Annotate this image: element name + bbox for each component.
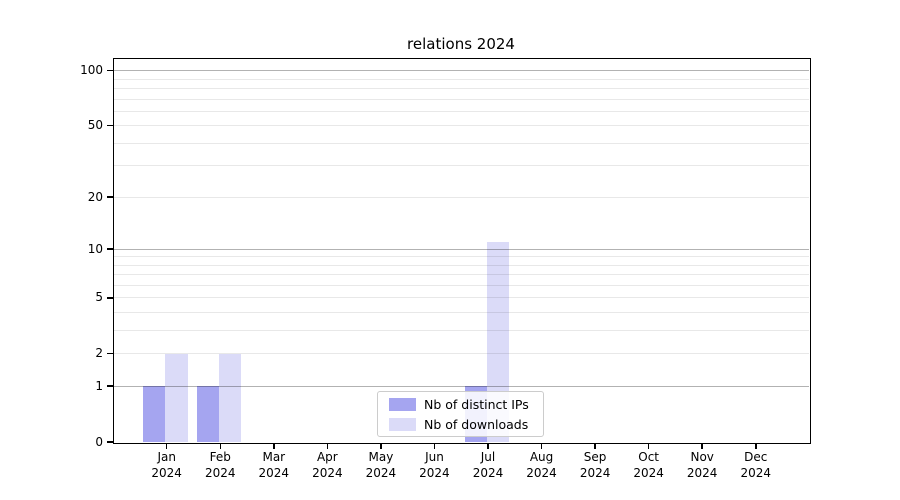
- legend-item-distinct-ips: Nb of distinct IPs: [389, 396, 543, 412]
- gridline-major: [114, 70, 809, 72]
- x-tick-label: Feb 2024: [204, 450, 236, 480]
- gridline-minor: [114, 329, 809, 331]
- chart-title: relations 2024: [407, 35, 515, 53]
- gridline-minor: [114, 264, 809, 266]
- bar-downloads: [218, 353, 242, 442]
- x-tick-label: Apr 2024: [312, 450, 343, 480]
- gridline-minor: [114, 110, 809, 112]
- x-tick-mark: [540, 443, 543, 449]
- x-tick-label: Sep 2024: [579, 450, 611, 480]
- y-tick-label: 100: [80, 63, 103, 78]
- gridline-minor: [114, 196, 809, 198]
- legend-swatch-downloads-icon: [389, 417, 416, 431]
- x-tick-mark: [487, 443, 489, 449]
- x-tick-label: Oct 2024: [633, 450, 664, 480]
- x-tick-mark: [165, 443, 168, 449]
- gridline-minor: [114, 284, 809, 286]
- x-tick-mark: [219, 443, 221, 449]
- y-tick-mark: [107, 441, 113, 443]
- legend-label-downloads: Nb of downloads: [424, 416, 529, 432]
- y-tick-label: 2: [95, 346, 103, 361]
- bar-distinct-ips: [196, 386, 219, 442]
- gridline-major: [114, 385, 809, 387]
- x-tick-label: Jul 2024: [472, 450, 504, 480]
- x-tick-mark: [326, 443, 329, 449]
- x-tick-label: Nov 2024: [686, 450, 718, 480]
- x-tick-mark: [755, 443, 757, 449]
- legend-label-distinct-ips: Nb of distinct IPs: [424, 396, 529, 412]
- x-tick-mark: [701, 443, 703, 449]
- y-tick-label: 1: [95, 378, 103, 393]
- y-tick-mark: [107, 385, 113, 387]
- y-tick-mark: [107, 352, 113, 355]
- gridline-minor: [114, 125, 809, 127]
- gridline-minor: [114, 312, 809, 314]
- y-tick-label: 50: [87, 118, 103, 133]
- x-tick-mark: [380, 443, 382, 449]
- x-tick-mark: [273, 443, 275, 449]
- x-tick-label: Dec 2024: [740, 450, 772, 480]
- gridline-minor: [114, 142, 809, 144]
- x-tick-label: Aug 2024: [526, 450, 557, 480]
- y-tick-mark: [107, 196, 113, 198]
- gridline-minor: [114, 274, 809, 276]
- y-tick-label: 5: [95, 290, 103, 305]
- y-tick-mark: [107, 124, 113, 127]
- gridline-major: [114, 248, 809, 250]
- bar-distinct-ips: [143, 386, 166, 442]
- gridline-minor: [114, 297, 809, 299]
- x-tick-mark: [433, 443, 436, 449]
- y-tick-mark: [107, 69, 113, 72]
- gridline-minor: [114, 353, 809, 355]
- x-tick-label: Jan 2024: [151, 450, 182, 480]
- y-tick-mark: [107, 297, 113, 299]
- legend-swatch-distinct-ips-icon: [389, 397, 416, 411]
- gridline-minor: [114, 165, 809, 167]
- x-tick-label: May 2024: [365, 450, 397, 480]
- y-tick-label: 20: [87, 189, 103, 204]
- gridline-minor: [114, 87, 809, 89]
- x-tick-mark: [647, 443, 650, 449]
- y-tick-mark: [107, 248, 113, 250]
- legend: Nb of distinct IPs Nb of downloads: [377, 391, 544, 437]
- legend-item-downloads: Nb of downloads: [389, 416, 543, 432]
- bar-downloads: [165, 353, 188, 442]
- x-tick-mark: [594, 443, 596, 449]
- x-tick-label: Mar 2024: [258, 450, 290, 480]
- x-tick-label: Jun 2024: [419, 450, 450, 480]
- y-tick-label: 0: [95, 434, 103, 449]
- gridline-minor: [114, 98, 809, 100]
- gridline-minor: [114, 78, 809, 80]
- gridline-minor: [114, 256, 809, 258]
- y-tick-label: 10: [87, 241, 103, 256]
